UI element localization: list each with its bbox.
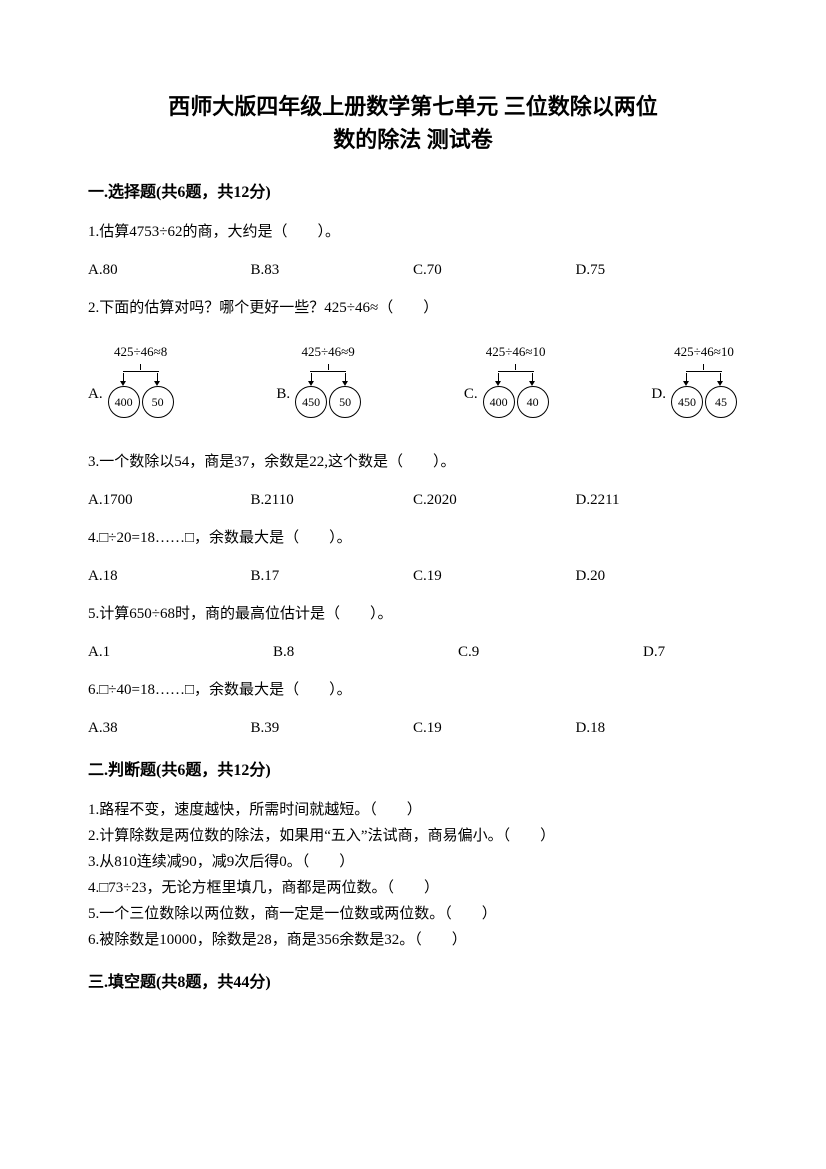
q3-text: 3.一个数除以54，商是37，余数是22,这个数是（ ）。: [88, 450, 738, 474]
q2-a-right: 50: [142, 386, 174, 418]
q5-opt-b: B.8: [273, 640, 368, 664]
q1-opt-b: B.83: [251, 258, 414, 282]
page-title: 西师大版四年级上册数学第七单元 三位数除以两位 数的除法 测试卷: [88, 90, 738, 156]
s2-q2: 2.计算除数是两位数的除法，如果用“五入”法试商，商易偏小。（ ）: [88, 824, 738, 848]
q3-opt-b: B.2110: [251, 488, 414, 512]
q4-opt-c: C.19: [413, 564, 576, 588]
q5-opt-d: D.7: [643, 640, 738, 664]
q2-b-left: 450: [295, 386, 327, 418]
q2-d-expr: 425÷46≈10: [674, 342, 734, 363]
q2-a-expr: 425÷46≈8: [114, 342, 167, 363]
s2-q6: 6.被除数是10000，除数是28，商是356余数是32。（ ）: [88, 928, 738, 952]
q1-options: A.80 B.83 C.70 D.75: [88, 258, 738, 282]
q6-opt-c: C.19: [413, 716, 576, 740]
q2-text: 2.下面的估算对吗？哪个更好一些？425÷46≈（ ）: [88, 296, 738, 320]
q1-opt-d: D.75: [576, 258, 739, 282]
q6-opt-b: B.39: [251, 716, 414, 740]
q4-opt-d: D.20: [576, 564, 739, 588]
q2-c-right: 40: [517, 386, 549, 418]
q2-a-left: 400: [108, 386, 140, 418]
q2-d-left: 450: [671, 386, 703, 418]
q2-a-letter: A.: [88, 382, 103, 418]
q5-text: 5.计算650÷68时，商的最高位估计是（ ）。: [88, 602, 738, 626]
section-3-header: 三.填空题(共8题，共44分): [88, 970, 738, 996]
q1-opt-a: A.80: [88, 258, 251, 282]
section-2-header: 二.判断题(共6题，共12分): [88, 758, 738, 784]
q2-diagram-c: C. 425÷46≈10 400 40: [464, 342, 550, 419]
q6-options: A.38 B.39 C.19 D.18: [88, 716, 738, 740]
q3-opt-c: C.2020: [413, 488, 576, 512]
s2-q3: 3.从810连续减90，减9次后得0。（ ）: [88, 850, 738, 874]
q4-options: A.18 B.17 C.19 D.20: [88, 564, 738, 588]
q4-text: 4.□÷20=18……□，余数最大是（ ）。: [88, 526, 738, 550]
s2-q4: 4.□73÷23，无论方框里填几，商都是两位数。（ ）: [88, 876, 738, 900]
q5-options: A.1 B.8 C.9 D.7: [88, 640, 738, 664]
s2-q5: 5.一个三位数除以两位数，商一定是一位数或两位数。（ ）: [88, 902, 738, 926]
q2-c-letter: C.: [464, 382, 478, 418]
s2-q1: 1.路程不变，速度越快，所需时间就越短。（ ）: [88, 798, 738, 822]
q2-c-left: 400: [483, 386, 515, 418]
q6-text: 6.□÷40=18……□，余数最大是（ ）。: [88, 678, 738, 702]
q5-opt-a: A.1: [88, 640, 183, 664]
q3-opt-d: D.2211: [576, 488, 739, 512]
q1-text: 1.估算4753÷62的商，大约是（ ）。: [88, 220, 738, 244]
section-1-header: 一.选择题(共6题，共12分): [88, 180, 738, 206]
q2-diagrams: A. 425÷46≈8 400 50 B. 425÷46≈9 450 50 C.…: [88, 342, 738, 419]
q2-d-right: 45: [705, 386, 737, 418]
q2-diagram-d: D. 425÷46≈10 450 45: [651, 342, 738, 419]
q2-b-letter: B.: [276, 382, 290, 418]
q4-opt-a: A.18: [88, 564, 251, 588]
q2-c-expr: 425÷46≈10: [486, 342, 546, 363]
q2-diagram-a: A. 425÷46≈8 400 50: [88, 342, 175, 419]
q6-opt-a: A.38: [88, 716, 251, 740]
title-line-2: 数的除法 测试卷: [88, 123, 738, 156]
q3-opt-a: A.1700: [88, 488, 251, 512]
q6-opt-d: D.18: [576, 716, 739, 740]
judge-list: 1.路程不变，速度越快，所需时间就越短。（ ） 2.计算除数是两位数的除法，如果…: [88, 798, 738, 952]
q2-b-expr: 425÷46≈9: [301, 342, 354, 363]
q2-diagram-b: B. 425÷46≈9 450 50: [276, 342, 362, 419]
q1-opt-c: C.70: [413, 258, 576, 282]
q5-opt-c: C.9: [458, 640, 553, 664]
q4-opt-b: B.17: [251, 564, 414, 588]
title-line-1: 西师大版四年级上册数学第七单元 三位数除以两位: [88, 90, 738, 123]
q2-d-letter: D.: [651, 382, 666, 418]
q2-b-right: 50: [329, 386, 361, 418]
q3-options: A.1700 B.2110 C.2020 D.2211: [88, 488, 738, 512]
